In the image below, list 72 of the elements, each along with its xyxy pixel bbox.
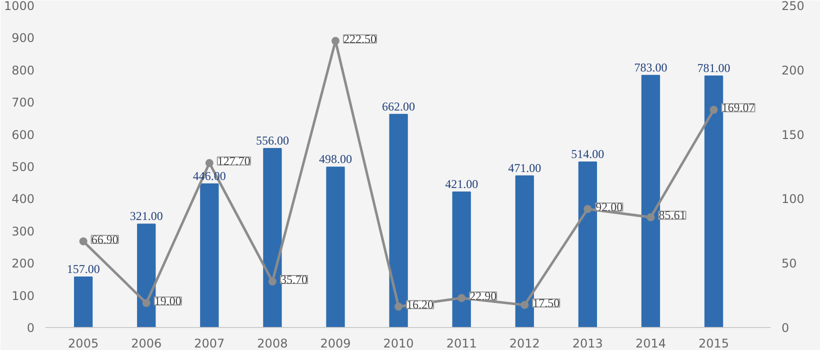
x-tick-label: 2012 [509,336,540,350]
data-label: 17.50 [532,296,560,310]
point [79,237,88,246]
x-tick-label: 2015 [698,336,730,350]
data-label: 498.00 [319,152,352,166]
data-label: 22.90 [470,289,497,304]
data-label: 66.90 [91,232,118,246]
data-label: 514.00 [571,146,604,161]
y-tick-label: 200 [12,256,34,271]
x-tick-label: 2011 [446,336,477,350]
data-label: 92.00 [596,200,623,214]
bar [578,161,597,328]
bar [137,224,156,328]
point [332,36,340,45]
y2-tick-label: 150 [782,128,804,142]
point [394,302,403,311]
data-label: 421.00 [445,176,478,191]
point [458,294,466,302]
x-tick-label: 2008 [257,336,288,350]
y2-tick-label: 250 [782,0,804,13]
point [646,213,655,222]
bar [515,175,534,328]
bar [452,191,471,328]
y-tick-label: 1000 [4,0,35,13]
y-tick-label: 300 [12,224,34,238]
data-label: 127.70 [217,154,250,168]
y-tick-label: 500 [12,160,34,174]
point [205,159,214,168]
y2-tick-label: 200 [782,63,804,78]
x-tick-label: 2009 [320,336,351,350]
data-label: 85.61 [658,208,686,222]
y2-tick-label: 50 [782,256,797,271]
data-label: 446.00 [192,168,226,183]
data-label: 781.00 [697,61,730,76]
data-label: 471.00 [508,160,542,175]
bar [704,76,724,328]
data-label: 16.20 [406,298,434,312]
data-label: 783.00 [634,60,668,74]
data-label: 169.07 [722,100,755,115]
y-tick-label: 700 [12,96,34,110]
data-label: 222.50 [344,32,376,46]
data-label: 19.00 [154,294,182,308]
bar [263,148,282,328]
y-tick-label: 800 [12,63,34,78]
point [268,278,276,286]
data-label: 662.00 [382,99,416,114]
x-tick-label: 2014 [635,336,666,350]
x-tick-label: 2013 [572,336,603,350]
x-tick-label: 2010 [383,336,414,350]
point [584,205,592,213]
x-tick-label: 2006 [131,336,162,350]
y2-tick-label: 100 [782,192,804,206]
y-tick-label: 100 [12,288,34,303]
data-label: 35.70 [280,272,308,287]
y-tick-label: 600 [12,128,34,142]
point [520,300,529,309]
data-label: 321.00 [130,209,163,224]
x-tick-label: 2005 [68,336,99,350]
bar [641,74,660,328]
y-tick-label: 400 [12,192,34,206]
bar [326,166,345,328]
point [142,299,150,308]
y-tick-label: 900 [12,31,34,46]
bar [200,183,219,328]
y2-tick-label: 0 [782,321,790,335]
bar [389,114,408,328]
y-tick-label: 0 [26,321,35,335]
point [710,106,718,114]
bar [74,276,93,328]
x-tick-label: 2007 [194,336,225,350]
data-label: 556.00 [256,133,289,148]
data-label: 157.00 [66,262,100,276]
